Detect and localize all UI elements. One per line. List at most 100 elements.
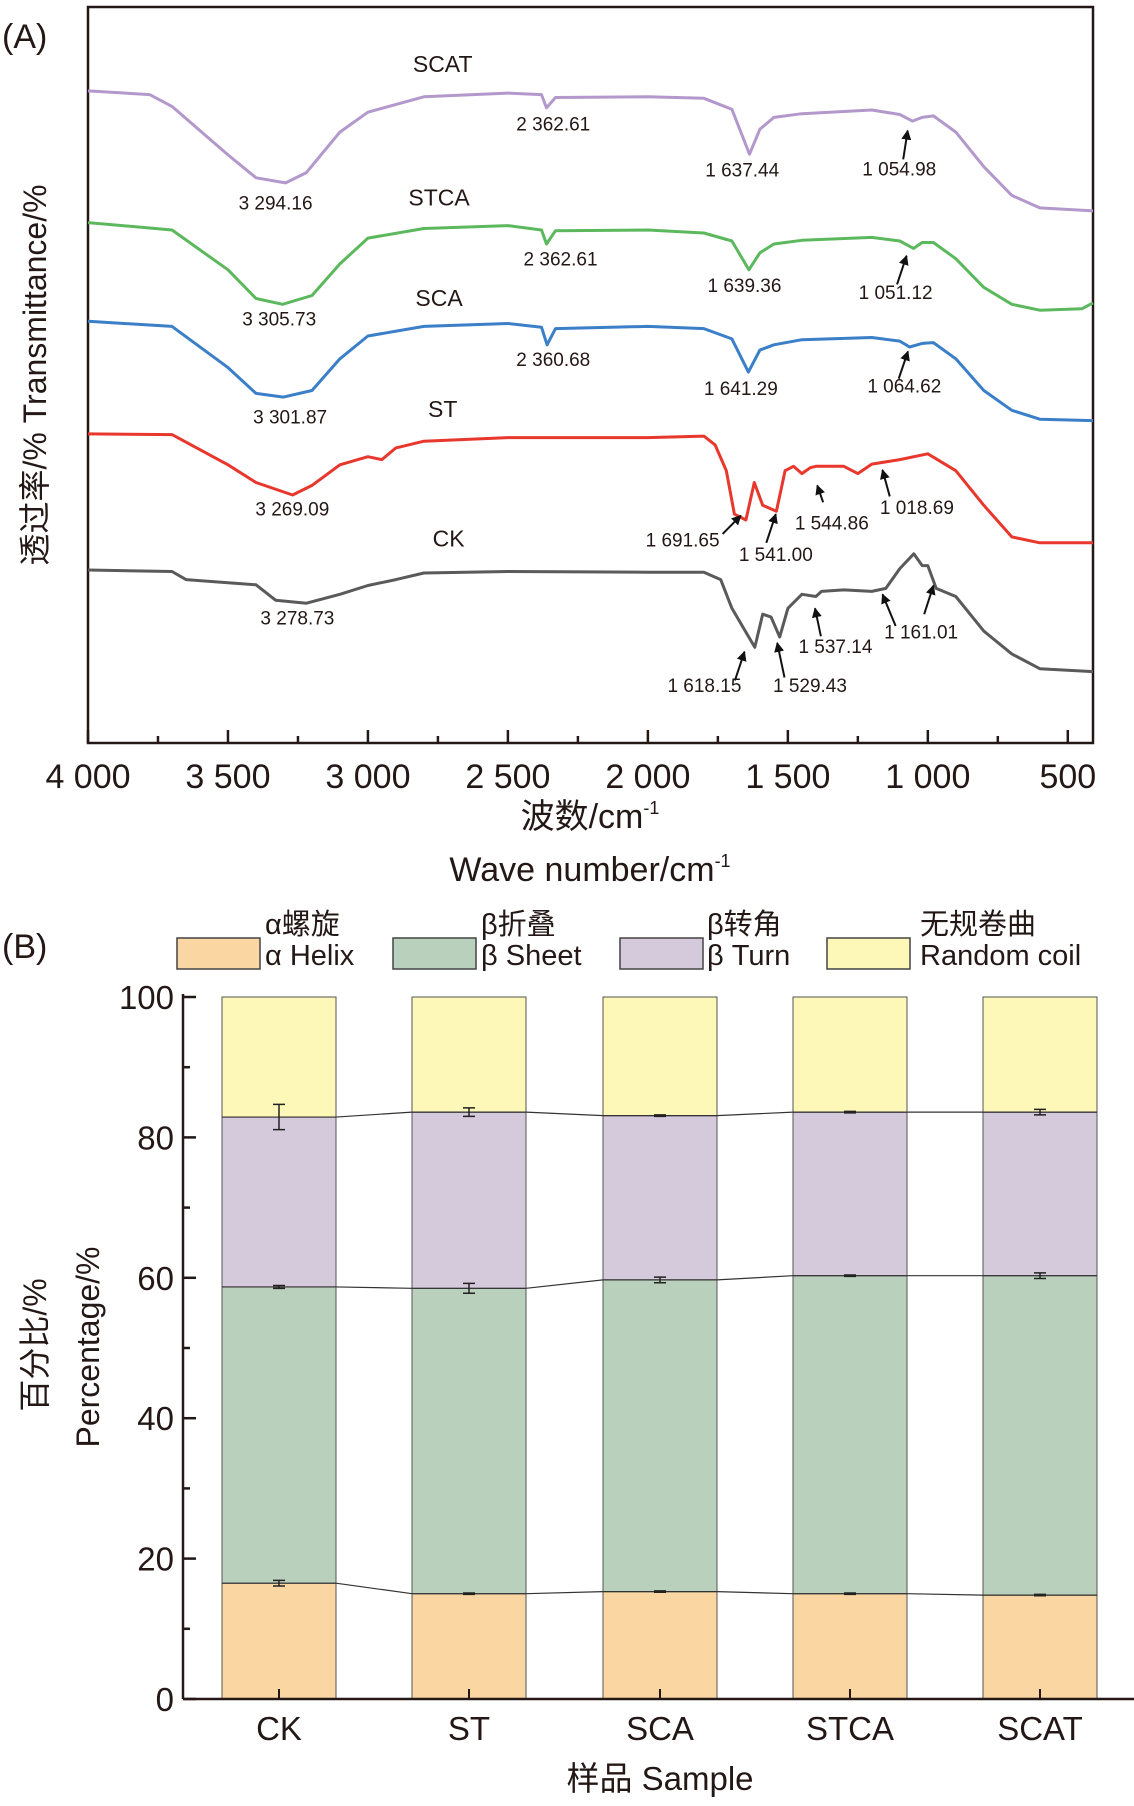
plot-frame-a xyxy=(86,5,1095,745)
peak-annotation: 1 054.98 xyxy=(862,160,936,181)
peak-annotation: 3 305.73 xyxy=(242,310,316,331)
bar-coil-scat xyxy=(982,996,1098,1113)
legend-label-cn-coil: 无规卷曲 xyxy=(920,908,1036,941)
peak-annotation: 1 639.36 xyxy=(707,276,781,297)
series-label-scat: SCAT xyxy=(413,51,473,77)
bar-sheet-st xyxy=(411,1287,527,1595)
error-bar xyxy=(844,1592,856,1596)
bar-helix-scat xyxy=(982,1594,1098,1700)
error-bar xyxy=(273,1103,285,1131)
bar-turn-stca xyxy=(792,1111,908,1277)
error-bar xyxy=(1034,1108,1046,1116)
y-tick-label-b: 60 xyxy=(137,1260,174,1297)
peak-arrow xyxy=(765,513,778,544)
series-label-sca: SCA xyxy=(415,285,463,311)
x-tick-label-a: 4 000 xyxy=(45,758,130,796)
legend-swatch-helix xyxy=(176,937,261,970)
x-tick-label-a: 3 000 xyxy=(325,758,410,796)
y-axis-title-b-cn: 百分比/% xyxy=(17,1278,53,1411)
y-tick-label-b: 100 xyxy=(119,979,174,1016)
x-tick-label-a: 1 000 xyxy=(885,758,970,796)
x-axis-sup: -1 xyxy=(643,798,659,818)
peak-annotation: 1 641.29 xyxy=(704,379,778,400)
bar-helix-stca xyxy=(792,1593,908,1700)
panel-label-a: (A) xyxy=(2,18,47,56)
legend-label-en-turn: β Turn xyxy=(707,940,790,972)
x-tick-label-b: ST xyxy=(448,1710,490,1747)
peak-annotation: 1 544.86 xyxy=(795,514,869,535)
y-axis-title-b-en: Percentage/% xyxy=(70,1246,106,1447)
x-tick-label-a: 500 xyxy=(1039,758,1096,796)
peak-annotation: 1 691.65 xyxy=(646,530,720,551)
x-axis-title-en-text: Wave number/cm xyxy=(449,851,714,889)
error-bar xyxy=(844,1110,856,1114)
series-line-stca xyxy=(87,221,1094,312)
legend-swatch-coil xyxy=(826,937,911,970)
peak-annotation: 2 362.61 xyxy=(524,249,598,270)
peak-annotation: 1 064.62 xyxy=(867,377,941,398)
y-tick-label-b: 20 xyxy=(137,1541,174,1578)
x-tick-label-b: CK xyxy=(256,1710,302,1747)
legend-label-en-helix: α Helix xyxy=(265,940,355,972)
peak-arrow xyxy=(896,254,909,285)
legend-swatch-sheet xyxy=(392,937,477,970)
bar-coil-stca xyxy=(792,996,908,1113)
peak-annotation: 1 051.12 xyxy=(859,283,933,304)
legend-label-cn-helix: α螺旋 xyxy=(265,908,340,941)
peak-annotation: 3 278.73 xyxy=(260,609,334,630)
error-bar xyxy=(1034,1593,1046,1597)
bar-sheet-scat xyxy=(982,1275,1098,1596)
x-tick-label-a: 3 500 xyxy=(185,758,270,796)
peak-arrow xyxy=(774,641,786,678)
bar-helix-sca xyxy=(602,1591,718,1700)
x-axis-sup: -1 xyxy=(715,851,731,871)
peak-annotation: 1 537.14 xyxy=(798,637,872,658)
panel-label-b: (B) xyxy=(2,928,47,966)
y-axis-title-a: 透过率/% Transmittance/% xyxy=(17,184,53,565)
legend-label-cn-sheet: β折叠 xyxy=(481,908,556,941)
peak-annotation: 2 362.61 xyxy=(516,115,590,136)
y-tick-label-b: 40 xyxy=(137,1400,174,1437)
bar-coil-ck xyxy=(221,996,337,1118)
series-line-sca xyxy=(87,319,1094,423)
x-axis-title-b: 样品 Sample xyxy=(566,1760,753,1797)
error-bar xyxy=(463,1107,475,1118)
error-bar xyxy=(463,1592,475,1596)
error-bar xyxy=(654,1276,666,1284)
x-axis-title-cn: 波数/cm-1 xyxy=(521,798,660,836)
error-bar xyxy=(1034,1272,1046,1280)
x-tick-label-b: SCAT xyxy=(997,1710,1083,1747)
bar-turn-scat xyxy=(982,1111,1098,1277)
error-bar xyxy=(273,1284,285,1290)
x-axis-title-en: Wave number/cm-1 xyxy=(449,851,730,889)
error-bar xyxy=(273,1579,285,1587)
x-tick-label-b: STCA xyxy=(806,1710,894,1747)
legend-label-en-coil: Random coil xyxy=(920,940,1081,972)
series-label-ck: CK xyxy=(433,525,466,551)
peak-annotation: 1 637.44 xyxy=(705,160,779,181)
peak-arrow xyxy=(901,129,912,160)
peak-arrow xyxy=(881,593,897,627)
x-tick-label-b: SCA xyxy=(626,1710,694,1747)
peak-arrow xyxy=(923,584,936,615)
series-line-ck xyxy=(87,552,1094,674)
series-label-stca: STCA xyxy=(408,185,470,211)
bar-sheet-stca xyxy=(792,1275,908,1595)
bar-turn-sca xyxy=(602,1115,718,1281)
peak-arrow xyxy=(897,350,910,380)
series-label-st: ST xyxy=(428,396,457,422)
y-tick-label-b: 0 xyxy=(156,1681,174,1718)
error-bar xyxy=(844,1274,856,1278)
peak-arrow xyxy=(880,468,891,497)
peak-annotation: 3 301.87 xyxy=(253,408,327,429)
peak-annotation: 3 294.16 xyxy=(239,193,313,214)
series-line-scat xyxy=(87,89,1094,213)
peak-annotation: 1 018.69 xyxy=(880,498,954,519)
y-tick-label-b: 80 xyxy=(137,1119,174,1156)
peak-annotation: 3 269.09 xyxy=(255,500,329,521)
peak-annotation: 2 360.68 xyxy=(516,350,590,371)
bar-coil-sca xyxy=(602,996,718,1117)
series-line-st xyxy=(87,432,1093,545)
